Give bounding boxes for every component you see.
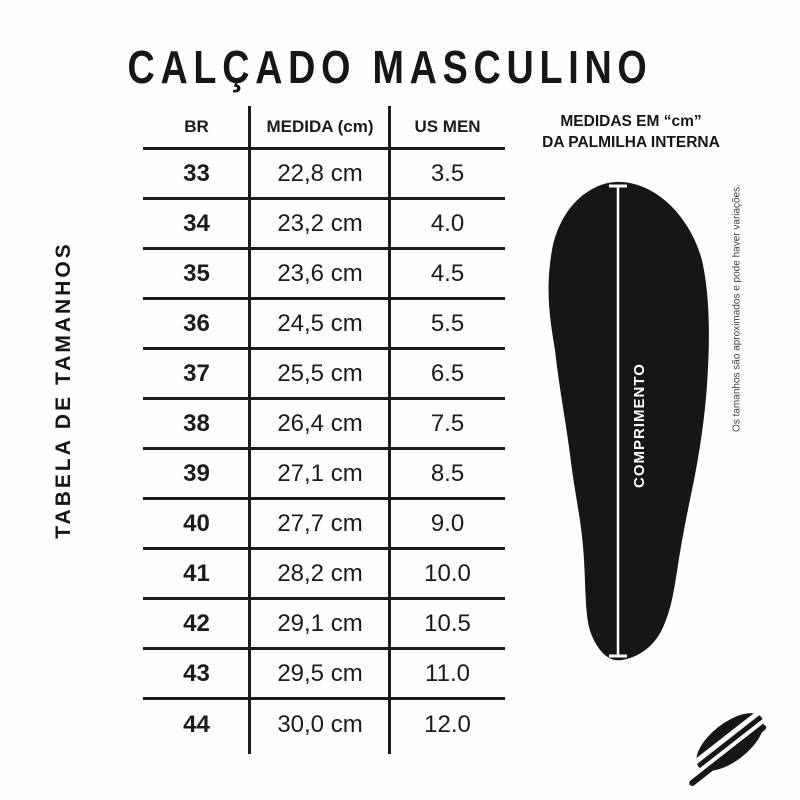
br-size-cell: 38 bbox=[183, 409, 210, 437]
insole-heading-line1: MEDIDAS EM “cm” bbox=[560, 113, 702, 130]
medida-cell: 24,5 cm bbox=[277, 309, 363, 337]
us-men-cell: 7.5 bbox=[430, 409, 465, 437]
size-table: BR MEDIDA (cm) US MEN 33 22,8 cm 3.5 34 23,2… bbox=[143, 106, 505, 754]
us-men-cell: 11.0 bbox=[425, 659, 470, 687]
medida-cell: 23,6 cm bbox=[277, 259, 363, 287]
table-row: 44 30,0 cm 12.0 bbox=[143, 700, 505, 750]
insole-shape bbox=[548, 181, 709, 661]
medida-cell: 27,1 cm bbox=[277, 459, 363, 487]
medida-cell: 29,1 cm bbox=[277, 609, 363, 637]
page-title: CALÇADO MASCULINO bbox=[127, 41, 653, 93]
br-size-cell: 41 bbox=[183, 559, 210, 587]
us-men-cell: 10.5 bbox=[424, 609, 471, 637]
table-row: 41 28,2 cm 10.0 bbox=[143, 550, 505, 600]
br-size-cell: 34 bbox=[183, 209, 210, 237]
us-men-cell: 6.5 bbox=[430, 359, 465, 387]
column-header-br: BR bbox=[184, 116, 209, 136]
br-size-cell: 39 bbox=[183, 459, 210, 487]
us-men-cell: 9.0 bbox=[430, 509, 465, 537]
us-men-cell: 12.0 bbox=[424, 711, 471, 738]
table-header-row: BR MEDIDA (cm) US MEN bbox=[143, 106, 505, 150]
br-size-cell: 43 bbox=[183, 659, 210, 687]
table-row: 34 23,2 cm 4.0 bbox=[143, 200, 505, 250]
column-header-medida: MEDIDA (cm) bbox=[266, 116, 374, 136]
table-row: 39 27,1 cm 8.5 bbox=[143, 450, 505, 500]
comprimento-label: COMPRIMENTO bbox=[631, 363, 648, 488]
column-header-us-men: US MEN bbox=[414, 116, 481, 136]
insole-heading-line2: DA PALMILHA INTERNA bbox=[542, 133, 720, 151]
logo-stripe-gap bbox=[688, 707, 765, 768]
mormaii-logo bbox=[688, 707, 770, 786]
us-men-cell: 4.5 bbox=[430, 259, 465, 287]
table-row: 42 29,1 cm 10.5 bbox=[143, 600, 505, 650]
us-men-cell: 8.5 bbox=[430, 459, 465, 487]
medida-cell: 22,8 cm bbox=[277, 159, 363, 187]
medida-cell: 26,4 cm bbox=[277, 409, 363, 437]
column-divider bbox=[248, 106, 251, 754]
table-row: 33 22,8 cm 3.5 bbox=[143, 150, 505, 200]
logo-body bbox=[696, 713, 764, 771]
medida-cell: 28,2 cm bbox=[277, 559, 363, 587]
table-row: 38 26,4 cm 7.5 bbox=[143, 400, 505, 450]
insole-illustration: COMPRIMENTO bbox=[548, 181, 709, 661]
table-row: 40 27,7 cm 9.0 bbox=[143, 500, 505, 550]
logo-stripe-gap bbox=[694, 715, 770, 776]
insole-heading: MEDIDAS EM “cm” DA PALMILHA INTERNA bbox=[528, 112, 734, 154]
br-size-cell: 33 bbox=[183, 159, 210, 187]
column-divider bbox=[388, 106, 391, 754]
us-men-cell: 4.0 bbox=[430, 209, 465, 237]
table-row: 35 23,6 cm 4.5 bbox=[143, 250, 505, 300]
medida-cell: 29,5 cm bbox=[277, 659, 363, 687]
table-row: 37 25,5 cm 6.5 bbox=[143, 350, 505, 400]
side-label-tabela-de-tamanhos: TABELA DE TAMANHOS bbox=[52, 241, 75, 539]
medida-cell: 23,2 cm bbox=[277, 209, 363, 237]
us-men-cell: 10.0 bbox=[424, 559, 471, 587]
logo-blade bbox=[689, 724, 767, 786]
br-size-cell: 36 bbox=[183, 309, 210, 337]
medida-cell: 27,7 cm bbox=[277, 509, 363, 537]
br-size-cell: 44 bbox=[183, 711, 210, 738]
table-body: 33 22,8 cm 3.5 34 23,2 cm 4.0 35 23,6 cm 4.5 36 24… bbox=[143, 150, 505, 750]
br-size-cell: 40 bbox=[183, 509, 210, 537]
table-row: 36 24,5 cm 5.5 bbox=[143, 300, 505, 350]
us-men-cell: 3.5 bbox=[430, 159, 465, 187]
disclaimer-note: Os tamanhos são aproximados e pode haver… bbox=[731, 184, 743, 432]
table-row: 43 29,5 cm 11.0 bbox=[143, 650, 505, 700]
medida-cell: 25,5 cm bbox=[277, 359, 363, 387]
br-size-cell: 35 bbox=[183, 259, 210, 287]
medida-cell: 30,0 cm bbox=[277, 711, 363, 738]
us-men-cell: 5.5 bbox=[430, 309, 465, 337]
br-size-cell: 42 bbox=[183, 609, 210, 637]
br-size-cell: 37 bbox=[183, 359, 210, 387]
